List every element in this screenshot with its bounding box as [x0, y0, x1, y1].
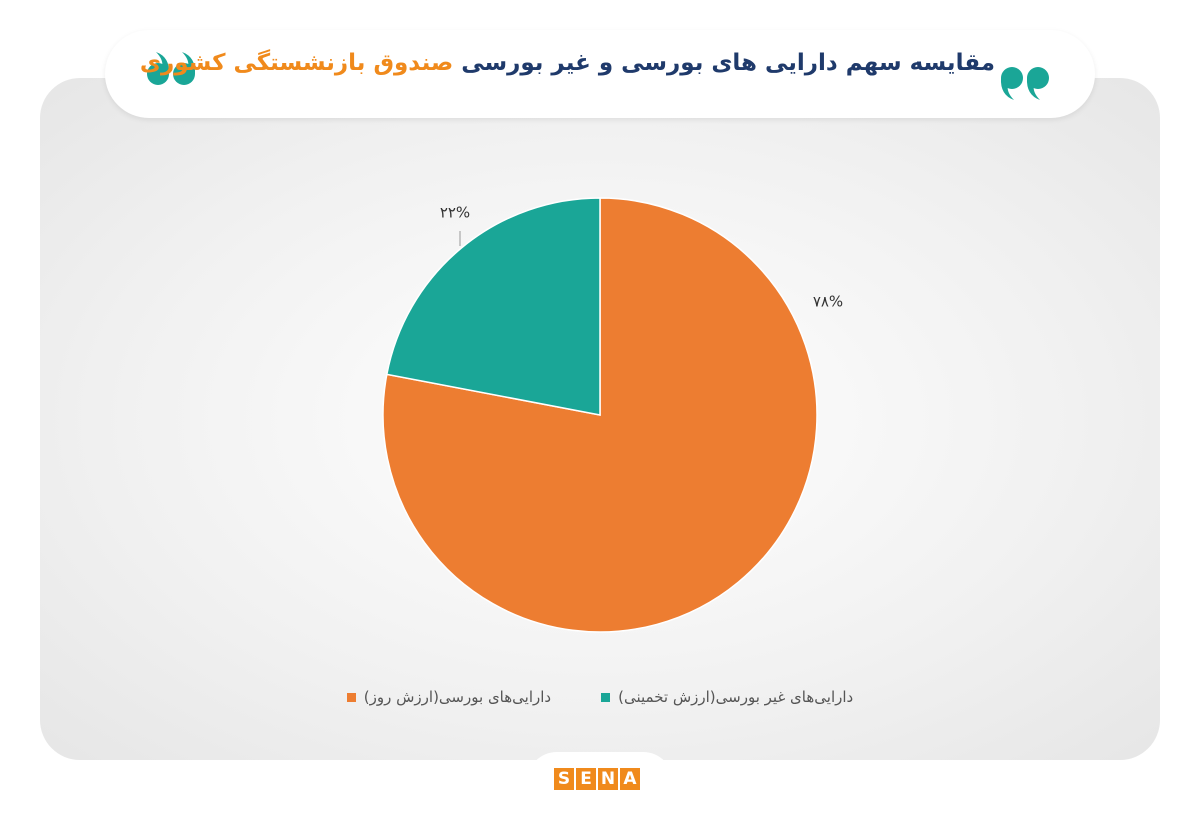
legend-item: دارایی‌های غیر بورسی(ارزش تخمینی): [601, 688, 853, 706]
data-label: ۷۸%: [813, 293, 843, 311]
chart-title: مقایسه سهم دارایی های بورسی و غیر بورسی …: [140, 50, 995, 76]
title-part: صندوق بازنشستگی کشوری: [139, 50, 454, 76]
legend-item: دارایی‌های بورسی(ارزش روز): [346, 688, 552, 706]
quote-left: [147, 52, 196, 85]
pie-slice: [385, 197, 601, 416]
title-pill: [105, 30, 1095, 118]
legend: دارایی‌های بورسی(ارزش روز) دارایی‌های غیر…: [0, 688, 1200, 706]
quote-right: [1000, 67, 1049, 100]
legend-swatch: [346, 692, 356, 702]
legend-label: دارایی‌های بورسی(ارزش روز): [363, 688, 552, 706]
legend-label: دارایی‌های غیر بورسی(ارزش تخمینی): [618, 688, 854, 706]
legend-swatch: [601, 692, 611, 702]
logo-tab: [527, 752, 673, 832]
data-label: ۲۲%: [440, 204, 470, 222]
title-part: مقایسه سهم دارایی های بورسی و غیر بورسی: [461, 50, 995, 76]
